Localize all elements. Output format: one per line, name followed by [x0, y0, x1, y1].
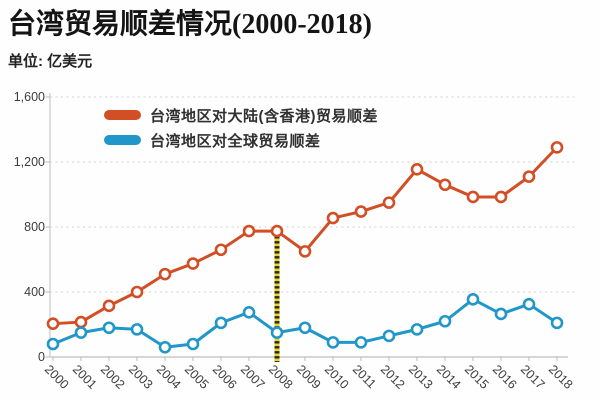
y-tick-label: 0: [38, 350, 45, 364]
x-tick-label: 2013: [406, 362, 436, 392]
y-tick-label: 1,600: [14, 90, 45, 104]
data-point-global-2003: [130, 323, 144, 336]
data-point-mainland-2018: [550, 141, 564, 154]
data-point-mainland-2002: [102, 299, 116, 313]
data-point-global-2007: [242, 306, 256, 319]
data-point-global-2002: [102, 321, 116, 335]
data-point-global-2008: [270, 326, 284, 339]
data-point-mainland-2005: [186, 257, 200, 270]
x-tick-label: 2002: [98, 362, 128, 392]
data-point-global-2011: [354, 336, 368, 349]
y-tick-label: 800: [24, 220, 45, 234]
x-tick-label: 2006: [210, 362, 240, 392]
data-point-global-2012: [382, 329, 396, 343]
series-line-mainland: [51, 145, 559, 326]
x-tick-label: 2005: [182, 362, 212, 392]
x-tick-label: 2007: [238, 362, 268, 392]
data-point-global-2005: [186, 337, 200, 351]
legend-swatch-global: [104, 135, 141, 145]
data-point-mainland-2016: [494, 190, 508, 204]
data-point-mainland-2000: [46, 317, 60, 330]
x-tick-label: 2018: [546, 362, 576, 392]
x-tick-label: 2004: [154, 362, 184, 392]
legend-item-mainland: 台湾地区对大陆(含香港)贸易顺差: [104, 105, 378, 125]
data-point-global-2004: [158, 340, 172, 354]
x-tick-label: 2010: [322, 362, 352, 392]
data-point-mainland-2017: [522, 170, 536, 183]
x-tick-label: 2001: [70, 362, 100, 392]
data-point-mainland-2014: [438, 178, 452, 192]
chart-legend: 台湾地区对大陆(含香港)贸易顺差 台湾地区对全球贸易顺差: [104, 105, 378, 150]
data-point-mainland-2004: [158, 267, 172, 281]
data-point-mainland-2009: [298, 245, 312, 258]
data-point-global-2017: [522, 297, 536, 311]
x-tick-label: 2008: [266, 362, 296, 392]
x-tick-label: 2003: [126, 362, 156, 392]
data-point-global-2014: [438, 314, 452, 328]
x-tick-label: 2014: [434, 362, 464, 392]
y-tick-label: 400: [24, 285, 45, 299]
data-point-mainland-2001: [74, 315, 88, 329]
data-point-global-2016: [494, 307, 508, 321]
data-point-mainland-2011: [354, 205, 368, 218]
data-point-global-2000: [46, 337, 60, 351]
x-tick-label: 2011: [350, 362, 379, 391]
data-point-global-2010: [326, 336, 340, 349]
legend-swatch-mainland: [104, 110, 141, 120]
legend-label-mainland: 台湾地区对大陆(含香港)贸易顺差: [150, 107, 378, 125]
data-point-mainland-2007: [242, 224, 256, 238]
x-tick-label: 2015: [462, 362, 492, 392]
x-tick-label: 2016: [490, 362, 520, 392]
data-point-global-2018: [550, 316, 564, 330]
data-point-mainland-2015: [466, 190, 480, 204]
data-point-mainland-2003: [130, 285, 144, 299]
data-point-global-2009: [298, 321, 312, 335]
data-point-mainland-2012: [382, 196, 396, 209]
data-point-global-2001: [74, 326, 88, 339]
y-tick-label: 1,200: [14, 155, 45, 169]
unit-label: 单位: 亿美元: [8, 53, 93, 70]
data-point-global-2013: [410, 323, 424, 336]
legend-item-global: 台湾地区对全球贸易顺差: [104, 130, 378, 150]
x-tick-label: 2009: [294, 362, 324, 392]
x-tick-label: 2012: [378, 362, 408, 392]
x-tick-label: 2000: [42, 362, 72, 392]
data-point-mainland-2006: [214, 243, 228, 257]
legend-label-global: 台湾地区对全球贸易顺差: [150, 132, 321, 150]
data-point-mainland-2008: [270, 224, 284, 238]
x-tick-label: 2017: [518, 362, 548, 392]
data-point-global-2015: [466, 293, 480, 306]
page-title: 台湾贸易顺差情况(2000-2018): [8, 9, 372, 40]
data-point-mainland-2013: [410, 163, 424, 176]
data-point-global-2006: [214, 316, 228, 330]
data-point-mainland-2010: [326, 211, 340, 225]
